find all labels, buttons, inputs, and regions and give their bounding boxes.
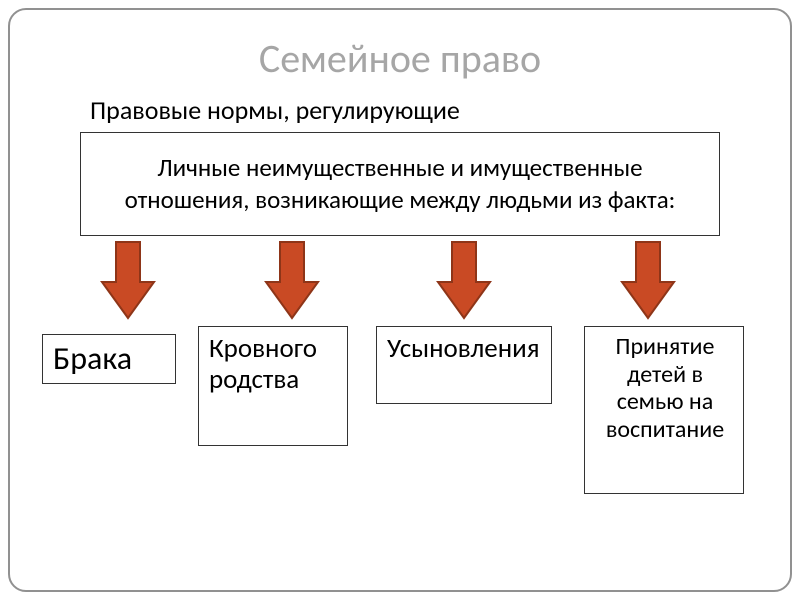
arrow-1 (100, 240, 156, 320)
box-foster: Принятие детей в семью на воспитание (584, 326, 744, 494)
box-blood-relation: Кровного родства (198, 326, 348, 446)
arrow-3 (436, 240, 492, 320)
slide-subtitle: Правовые нормы, регулирующие (90, 94, 460, 126)
arrow-4 (620, 240, 676, 320)
box-marriage: Брака (42, 334, 176, 384)
box-adoption: Усыновления (376, 326, 552, 404)
top-definition-box: Личные неимущественные и имущественные о… (80, 132, 720, 236)
arrow-2 (264, 240, 320, 320)
slide-title: Семейное право (0, 34, 800, 83)
